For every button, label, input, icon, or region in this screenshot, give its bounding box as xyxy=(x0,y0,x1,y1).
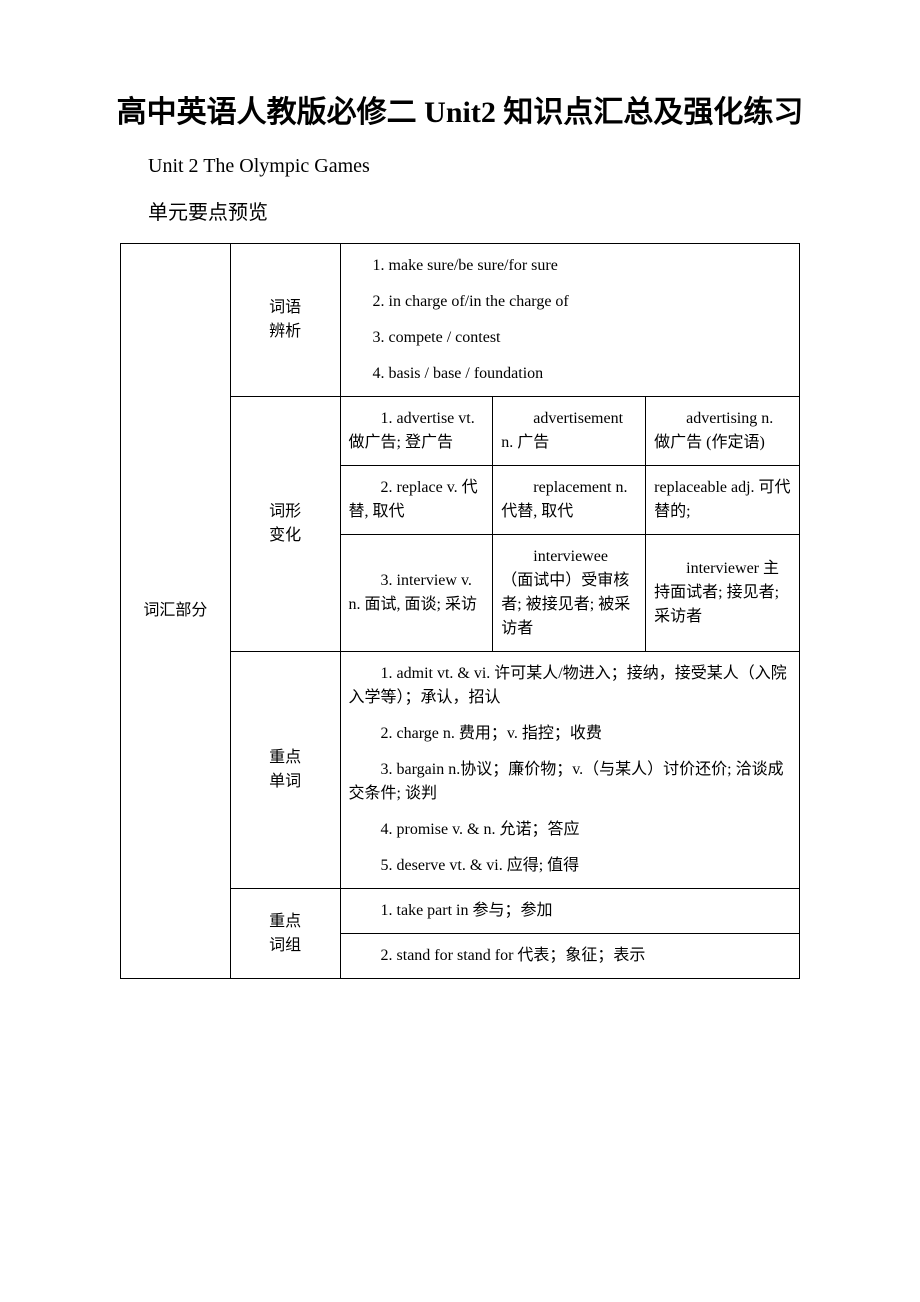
keyword-item-5: 5. deserve vt. & vi. 应得; 值得 xyxy=(349,854,791,878)
phrases-label-2: 词组 xyxy=(239,934,332,958)
form-row1-col3: advertising n. 做广告 (作定语) xyxy=(646,397,800,466)
form-row2-col3: replaceable adj. 可代替的; xyxy=(646,466,800,535)
preview-label: 单元要点预览 xyxy=(148,196,820,225)
analysis-item-3: 3. compete / contest xyxy=(349,326,791,350)
forms-label-2: 变化 xyxy=(239,524,332,548)
keyword-item-1: 1. admit vt. & vi. 许可某人/物进入；接纳，接受某人（入院入学… xyxy=(349,662,791,710)
forms-label-1: 词形 xyxy=(239,500,332,524)
phrases-label: 重点 词组 xyxy=(230,889,340,979)
form-row2-col2: replacement n. 代替, 取代 xyxy=(493,466,646,535)
form-row1-col1: 1. advertise vt. 做广告; 登广告 xyxy=(340,397,493,466)
keywords-label-2: 单词 xyxy=(239,770,332,794)
analysis-label-2: 辨析 xyxy=(239,320,332,344)
phrase-item-1-cell: 1. take part in 参与；参加 xyxy=(340,889,799,934)
keyword-item-2: 2. charge n. 费用；v. 指控；收费 xyxy=(349,722,791,746)
keyword-item-3: 3. bargain n.协议；廉价物；v.（与某人）讨价还价; 洽谈成交条件;… xyxy=(349,758,791,806)
form-row1-col2: advertisement n. 广告 xyxy=(493,397,646,466)
analysis-item-2: 2. in charge of/in the charge of xyxy=(349,290,791,314)
keywords-label: 重点 单词 xyxy=(230,652,340,889)
analysis-item-1: 1. make sure/be sure/for sure xyxy=(349,254,791,278)
analysis-item-4: 4. basis / base / foundation xyxy=(349,362,791,386)
phrases-label-1: 重点 xyxy=(239,910,332,934)
form-row3-col2: interviewee （面试中）受审核者; 被接见者; 被采访者 xyxy=(493,535,646,652)
analysis-label: 词语 辨析 xyxy=(230,244,340,397)
analysis-content: 1. make sure/be sure/for sure 2. in char… xyxy=(340,244,799,397)
forms-label: 词形 变化 xyxy=(230,397,340,652)
form-row3-col3: interviewer 主持面试者; 接见者; 采访者 xyxy=(646,535,800,652)
phrase-item-1: 1. take part in 参与；参加 xyxy=(349,899,791,923)
analysis-label-1: 词语 xyxy=(239,296,332,320)
phrase-item-2-cell: 2. stand for stand for 代表；象征；表示 xyxy=(340,934,799,979)
main-section-text-1: 词汇部分 xyxy=(129,599,222,623)
keywords-label-1: 重点 xyxy=(239,746,332,770)
page-title: 高中英语人教版必修二 Unit2 知识点汇总及强化练习 xyxy=(100,90,820,135)
main-section-label: 词汇部分 xyxy=(121,244,231,979)
keyword-item-4: 4. promise v. & n. 允诺；答应 xyxy=(349,818,791,842)
vocab-table: 词汇部分 词语 辨析 1. make sure/be sure/for sure… xyxy=(120,243,800,979)
phrase-item-2: 2. stand for stand for 代表；象征；表示 xyxy=(349,944,791,968)
form-row2-col1: 2. replace v. 代替, 取代 xyxy=(340,466,493,535)
keywords-content: 1. admit vt. & vi. 许可某人/物进入；接纳，接受某人（入院入学… xyxy=(340,652,799,889)
unit-subtitle: Unit 2 The Olympic Games xyxy=(148,155,820,178)
form-row3-col1: 3. interview v. n. 面试, 面谈; 采访 xyxy=(340,535,493,652)
